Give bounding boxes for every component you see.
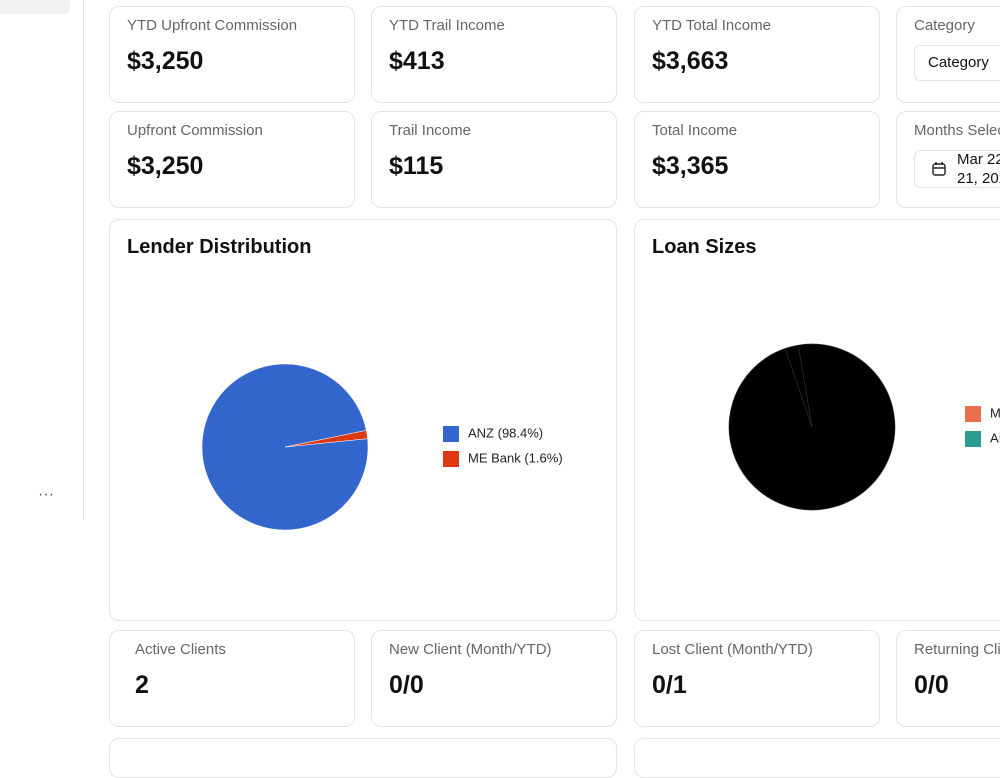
- stat-label: YTD Total Income: [652, 17, 771, 34]
- stat-value: $3,250: [127, 47, 204, 75]
- pie-chart: M AI: [728, 343, 1000, 511]
- filter-label: Category: [914, 17, 975, 34]
- chart-card: Loan Sizes M AI: [634, 219, 1000, 621]
- stat-label: YTD Upfront Commission: [127, 17, 298, 34]
- stat-card: YTD Trail Income $413: [371, 6, 617, 103]
- pie-chart: ANZ (98.4%) ME Bank (1.6%): [201, 363, 563, 531]
- stat-card: Total Income $3,365: [634, 111, 880, 208]
- stat-card: Upfront Commission $3,250: [109, 111, 355, 208]
- stat-value: $115: [389, 152, 444, 180]
- stat-card: Trail Income $115: [371, 111, 617, 208]
- card: [109, 738, 617, 778]
- stat-value: $3,250: [127, 152, 204, 180]
- select-text: Category: [928, 54, 989, 71]
- stat-label: New Client (Month/YTD): [389, 641, 552, 658]
- category-select[interactable]: Category: [914, 45, 1000, 81]
- sidebar-item[interactable]: [0, 0, 70, 14]
- legend-label: AI: [990, 430, 1000, 445]
- stat-label: YTD Trail Income: [389, 17, 505, 34]
- stat-label: Total Income: [652, 122, 738, 139]
- chart-title: Lender Distribution: [127, 236, 312, 258]
- stat-value: 2: [135, 671, 149, 699]
- pie-slice: [784, 344, 813, 428]
- stat-card: YTD Upfront Commission $3,250: [109, 6, 355, 103]
- filter-card: Category Category: [896, 6, 1000, 103]
- stat-value: 0/0: [389, 671, 424, 699]
- date-text: Mar 22: [957, 151, 1000, 168]
- stat-value: 0/0: [914, 671, 949, 699]
- date-text: 21, 202: [957, 170, 1000, 187]
- stat-value: $3,663: [652, 47, 729, 75]
- chart-title: Loan Sizes: [652, 236, 757, 258]
- date-picker[interactable]: Mar 22 21, 202: [914, 150, 1000, 188]
- legend-swatch: [443, 451, 459, 467]
- stat-label: Lost Client (Month/YTD): [652, 641, 813, 658]
- legend-label: M: [990, 405, 1000, 420]
- legend-swatch: [965, 406, 981, 422]
- stat-card: Returning Cli 0/0: [896, 630, 1000, 727]
- stat-value: $413: [389, 47, 445, 75]
- sidebar-border: [83, 0, 84, 520]
- legend-swatch: [443, 426, 459, 442]
- more-menu[interactable]: ···: [38, 486, 54, 503]
- card: [634, 738, 1000, 778]
- stat-card: Lost Client (Month/YTD) 0/1: [634, 630, 880, 727]
- stat-card: YTD Total Income $3,663: [634, 6, 880, 103]
- stat-label: Upfront Commission: [127, 122, 263, 139]
- legend-label: ME Bank (1.6%): [468, 450, 563, 465]
- chart-card: Lender Distribution ANZ (98.4%) ME Bank (1…: [109, 219, 617, 621]
- filter-card: Months Selec Mar 22 21, 202: [896, 111, 1000, 208]
- stat-value: 0/1: [652, 671, 687, 699]
- stat-card: New Client (Month/YTD) 0/0: [371, 630, 617, 727]
- filter-label: Months Selec: [914, 122, 1000, 139]
- stat-label: Active Clients: [135, 641, 226, 658]
- stat-card: Active Clients 2: [109, 630, 355, 727]
- stat-label: Trail Income: [389, 122, 471, 139]
- stat-value: $3,365: [652, 152, 729, 180]
- legend-swatch: [965, 431, 981, 447]
- calendar-icon: [932, 162, 946, 176]
- pie-slice: [284, 430, 368, 448]
- legend-label: ANZ (98.4%): [468, 425, 543, 440]
- stat-label: Returning Cli: [914, 641, 1000, 658]
